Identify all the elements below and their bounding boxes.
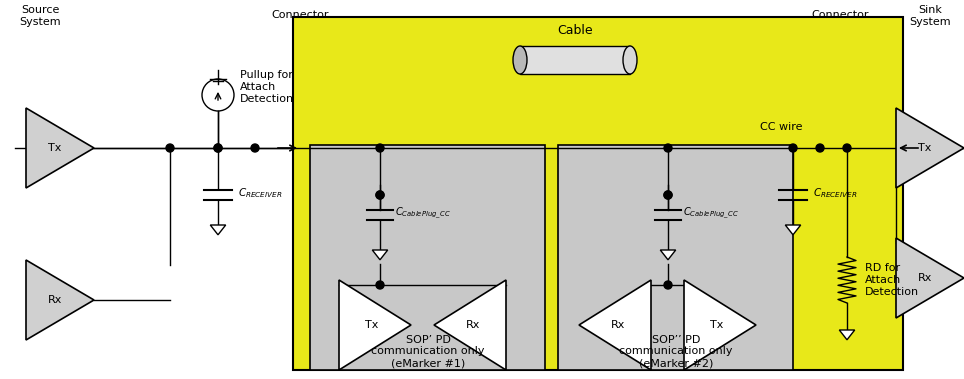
Circle shape	[376, 144, 384, 152]
Circle shape	[214, 144, 222, 152]
Text: RD for
Attach
Detection: RD for Attach Detection	[865, 263, 919, 297]
Polygon shape	[26, 260, 94, 340]
Polygon shape	[210, 225, 226, 235]
Polygon shape	[896, 238, 964, 318]
Circle shape	[376, 191, 384, 199]
Polygon shape	[372, 250, 388, 260]
Text: Rx: Rx	[918, 273, 932, 283]
Circle shape	[166, 144, 174, 152]
Polygon shape	[840, 330, 855, 340]
Text: Connector: Connector	[271, 10, 329, 20]
Text: $C_{RECEIVER}$: $C_{RECEIVER}$	[238, 186, 282, 200]
Circle shape	[664, 144, 672, 152]
Polygon shape	[684, 280, 756, 370]
Bar	[558, 145, 793, 370]
Polygon shape	[786, 225, 801, 235]
Text: Cable: Cable	[557, 23, 593, 36]
Bar	[310, 145, 545, 370]
Polygon shape	[434, 280, 506, 370]
Text: $C_{RECEIVER}$: $C_{RECEIVER}$	[813, 186, 858, 200]
Circle shape	[251, 144, 259, 152]
Circle shape	[843, 144, 851, 152]
Text: CC wire: CC wire	[760, 122, 802, 132]
Circle shape	[214, 144, 222, 152]
Text: Rx: Rx	[466, 320, 480, 330]
Polygon shape	[660, 250, 676, 260]
Text: Connector: Connector	[812, 10, 869, 20]
Ellipse shape	[623, 46, 637, 74]
Text: SOP’’ PD
communication only
(eMarker #2): SOP’’ PD communication only (eMarker #2)	[619, 335, 733, 368]
Circle shape	[664, 281, 672, 289]
Text: Rx: Rx	[48, 295, 63, 305]
Circle shape	[376, 281, 384, 289]
Text: Pullup for
Attach
Detection: Pullup for Attach Detection	[240, 70, 294, 103]
Circle shape	[789, 144, 797, 152]
Circle shape	[664, 191, 672, 199]
Text: Sink
System: Sink System	[909, 5, 951, 27]
Text: Tx: Tx	[710, 320, 724, 330]
Bar	[293, 17, 903, 370]
Polygon shape	[339, 280, 411, 370]
Text: Tx: Tx	[919, 143, 931, 153]
Text: Tx: Tx	[365, 320, 379, 330]
Circle shape	[816, 144, 824, 152]
Circle shape	[376, 191, 384, 199]
Text: Tx: Tx	[48, 143, 62, 153]
Text: $C_{CablePlug\_CC}$: $C_{CablePlug\_CC}$	[683, 205, 738, 221]
Text: $C_{CablePlug\_CC}$: $C_{CablePlug\_CC}$	[395, 205, 451, 221]
Ellipse shape	[513, 46, 527, 74]
Circle shape	[664, 191, 672, 199]
Text: Rx: Rx	[611, 320, 626, 330]
Polygon shape	[26, 108, 94, 188]
Polygon shape	[896, 108, 964, 188]
Polygon shape	[579, 280, 651, 370]
Text: SOP’ PD
communication only
(eMarker #1): SOP’ PD communication only (eMarker #1)	[371, 335, 485, 368]
Bar	[520, 46, 630, 74]
Text: Source
System: Source System	[19, 5, 61, 27]
